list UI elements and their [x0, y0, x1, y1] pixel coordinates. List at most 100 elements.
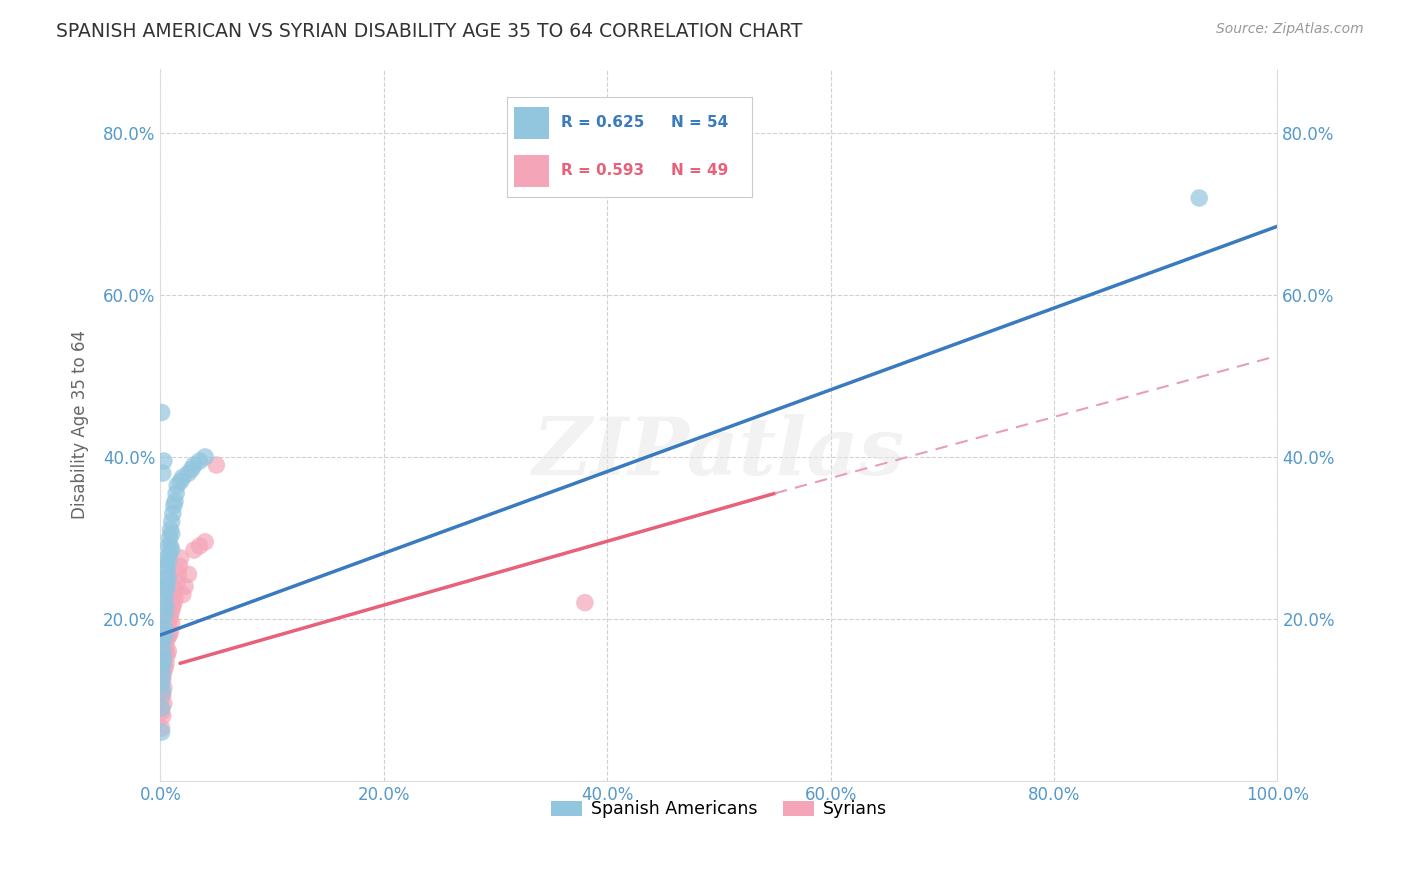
Point: [156, 551, 179, 566]
Point: [150, 689, 173, 703]
Legend: Spanish Americans, Syrians: Spanish Americans, Syrians: [544, 794, 894, 825]
Point: [166, 575, 188, 590]
Point: [1188, 191, 1211, 205]
Point: [150, 660, 173, 674]
Point: [153, 681, 176, 695]
Point: [153, 632, 176, 646]
Point: [160, 526, 183, 541]
Point: [183, 543, 205, 558]
Point: [153, 607, 176, 622]
Point: [152, 657, 174, 671]
Point: [157, 628, 180, 642]
Point: [156, 563, 179, 577]
Point: [157, 539, 180, 553]
Point: [172, 470, 194, 484]
Point: [153, 652, 176, 666]
Point: [160, 515, 183, 529]
Point: [153, 596, 176, 610]
Point: [152, 668, 174, 682]
Point: [152, 648, 174, 663]
Point: [152, 466, 174, 480]
Point: [188, 539, 211, 553]
Point: [159, 628, 181, 642]
Point: [165, 486, 187, 500]
Point: [159, 607, 181, 622]
Text: Source: ZipAtlas.com: Source: ZipAtlas.com: [1216, 22, 1364, 37]
Point: [165, 583, 187, 598]
Point: [155, 640, 177, 654]
Point: [150, 705, 173, 719]
Point: [162, 599, 184, 614]
Point: [152, 644, 174, 658]
Point: [156, 648, 179, 663]
Point: [153, 607, 176, 622]
Point: [152, 709, 174, 723]
Point: [163, 494, 186, 508]
Point: [153, 579, 176, 593]
Point: [155, 628, 177, 642]
Point: [205, 458, 228, 472]
Point: [153, 665, 176, 679]
Point: [153, 632, 176, 646]
Point: [177, 567, 200, 582]
Point: [150, 673, 173, 687]
Point: [194, 535, 217, 549]
Point: [152, 632, 174, 646]
Point: [159, 612, 181, 626]
Point: [160, 543, 183, 558]
Point: [153, 591, 176, 606]
Point: [172, 588, 194, 602]
Point: [153, 454, 176, 468]
Point: [157, 555, 180, 569]
Point: [150, 660, 173, 674]
Point: [153, 644, 176, 658]
Point: [157, 644, 180, 658]
Point: [153, 620, 176, 634]
Point: [152, 620, 174, 634]
Point: [157, 615, 180, 630]
Point: [156, 579, 179, 593]
Point: [153, 648, 176, 663]
Point: [574, 596, 596, 610]
Point: [163, 499, 186, 513]
Point: [150, 701, 173, 715]
Point: [153, 660, 176, 674]
Point: [177, 466, 200, 480]
Point: [159, 531, 181, 545]
Point: [169, 551, 191, 566]
Text: ZIPatlas: ZIPatlas: [533, 414, 905, 491]
Point: [159, 547, 181, 561]
Point: [183, 458, 205, 472]
Point: [155, 657, 177, 671]
Point: [152, 660, 174, 674]
Point: [159, 539, 181, 553]
Y-axis label: Disability Age 35 to 64: Disability Age 35 to 64: [72, 330, 89, 519]
Point: [157, 571, 180, 585]
Point: [169, 559, 191, 574]
Point: [188, 454, 211, 468]
Point: [169, 474, 191, 488]
Point: [155, 571, 177, 585]
Point: [152, 689, 174, 703]
Point: [159, 624, 181, 638]
Point: [150, 725, 173, 739]
Point: [152, 673, 174, 687]
Point: [163, 596, 186, 610]
Point: [153, 636, 176, 650]
Point: [180, 462, 202, 476]
Point: [155, 599, 177, 614]
Point: [167, 567, 190, 582]
Point: [163, 591, 186, 606]
Point: [156, 620, 179, 634]
Point: [160, 615, 183, 630]
Point: [153, 697, 176, 711]
Point: [155, 583, 177, 598]
Point: [160, 604, 183, 618]
Point: [159, 523, 181, 537]
Point: [153, 628, 176, 642]
Point: [150, 676, 173, 690]
Point: [194, 450, 217, 464]
Point: [174, 579, 197, 593]
Text: SPANISH AMERICAN VS SYRIAN DISABILITY AGE 35 TO 64 CORRELATION CHART: SPANISH AMERICAN VS SYRIAN DISABILITY AG…: [56, 22, 803, 41]
Point: [150, 721, 173, 735]
